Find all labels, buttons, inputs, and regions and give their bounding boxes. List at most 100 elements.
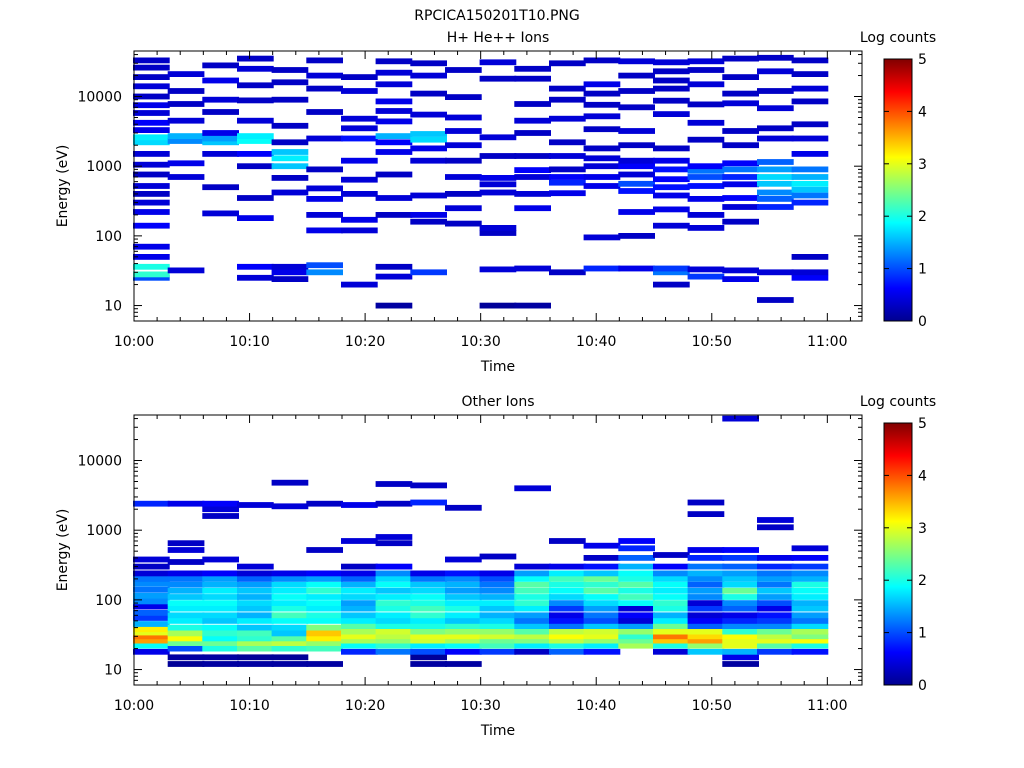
heatmap-cell (549, 96, 586, 103)
heatmap-cell (583, 618, 621, 624)
heatmap-cell (549, 587, 586, 594)
heatmap-cell (653, 206, 690, 213)
heatmap-cell (687, 163, 725, 170)
heatmap-cell (479, 570, 517, 577)
heatmap-cell (133, 586, 170, 593)
heatmap-cell (653, 600, 690, 606)
heatmap-cell (410, 594, 447, 600)
heatmap-cell (167, 581, 205, 588)
heatmap-cell (722, 618, 759, 624)
heatmap-cell (306, 166, 343, 173)
heatmap-cell (133, 64, 170, 71)
heatmap-cell (687, 587, 725, 594)
heatmap-cell (271, 576, 309, 582)
heatmap-cell (791, 166, 829, 173)
heatmap-cell (202, 184, 239, 191)
heatmap-cell (618, 600, 655, 606)
heatmap-cell (514, 623, 551, 629)
heatmap-cell (271, 263, 309, 270)
heatmap-cell (757, 166, 794, 173)
heatmap-cell (757, 587, 794, 594)
heatmap-cell (514, 576, 551, 582)
heatmap-cell (514, 587, 551, 594)
heatmap-cell (687, 642, 725, 649)
y-tick-label: 10000 (77, 454, 122, 470)
heatmap-cell (583, 594, 621, 600)
heatmap-cell (618, 612, 655, 619)
heatmap-cell (618, 623, 655, 629)
heatmap-cell (514, 130, 551, 136)
heatmap-cell (341, 281, 378, 288)
heatmap-cell (375, 570, 413, 577)
heatmap-cell (167, 594, 205, 600)
heatmap-cell (687, 119, 725, 126)
heatmap-cell (375, 637, 413, 644)
heatmap-cell (549, 600, 586, 606)
heatmap-cell (167, 612, 205, 619)
heatmap-cell (791, 563, 829, 570)
heatmap-cell (410, 157, 447, 164)
heatmap-cell (202, 96, 239, 103)
heatmap-cell (791, 594, 829, 600)
heatmap-cell (271, 67, 309, 73)
heatmap-cell (167, 605, 205, 612)
heatmap-cell (514, 191, 551, 197)
heatmap-cell (791, 642, 829, 649)
heatmap-cell (202, 576, 239, 582)
heatmap-cell (341, 642, 378, 649)
heatmap-cell (479, 581, 517, 588)
heatmap-cell (583, 570, 621, 577)
heatmap-cell (202, 612, 239, 619)
heatmap-cell (514, 302, 551, 309)
heatmap-cell (687, 623, 725, 629)
heatmap-cell (653, 587, 690, 594)
heatmap-cell (687, 594, 725, 600)
heatmap-cell (757, 637, 794, 644)
heatmap-cell (618, 128, 655, 134)
heatmap-cell (583, 163, 621, 170)
heatmap-cell (202, 77, 239, 84)
heatmap-cell (271, 581, 309, 588)
heatmap-cell (687, 81, 725, 88)
y-tick-label: 100 (95, 229, 122, 245)
heatmap-cell (445, 600, 482, 606)
heatmap-cell (618, 209, 655, 215)
heatmap-cell (271, 79, 309, 86)
heatmap-cell (167, 654, 205, 661)
heatmap-cell (549, 179, 586, 186)
heatmap-cell (375, 212, 413, 218)
heatmap-cell (445, 642, 482, 649)
heatmap-cell (653, 642, 690, 649)
heatmap-cell (618, 72, 655, 79)
heatmap-cell (375, 302, 413, 309)
heatmap-cell (791, 633, 829, 640)
heatmap-cell (445, 623, 482, 629)
y-tick-label: 10000 (77, 90, 122, 106)
heatmap-cell (237, 151, 274, 157)
heatmap-cell (618, 605, 655, 612)
heatmap-cell (202, 600, 239, 606)
heatmap-cell (757, 642, 794, 649)
heatmap-cell (133, 274, 170, 281)
heatmap-cell (653, 269, 690, 276)
heatmap-cell (167, 174, 205, 180)
heatmap-cell (445, 67, 482, 73)
heatmap-cell (202, 640, 239, 646)
heatmap-cell (445, 205, 482, 212)
heatmap-cell (791, 576, 829, 582)
heatmap-cell (133, 592, 170, 599)
heatmap-cell (133, 637, 170, 644)
heatmap-cell (341, 563, 378, 570)
heatmap-cell (410, 648, 447, 655)
heatmap-cell (167, 624, 205, 631)
heatmap-cell (653, 265, 690, 272)
heatmap-cell (271, 149, 309, 155)
heatmap-cell (722, 90, 759, 97)
heatmap-cell (167, 160, 205, 167)
colorbar-tick-label: 3 (918, 157, 927, 173)
heatmap-cell (167, 500, 205, 507)
heatmap-cell (375, 81, 413, 88)
heatmap-cell (757, 159, 794, 165)
heatmap-cell (375, 576, 413, 582)
heatmap-cell (237, 97, 274, 104)
